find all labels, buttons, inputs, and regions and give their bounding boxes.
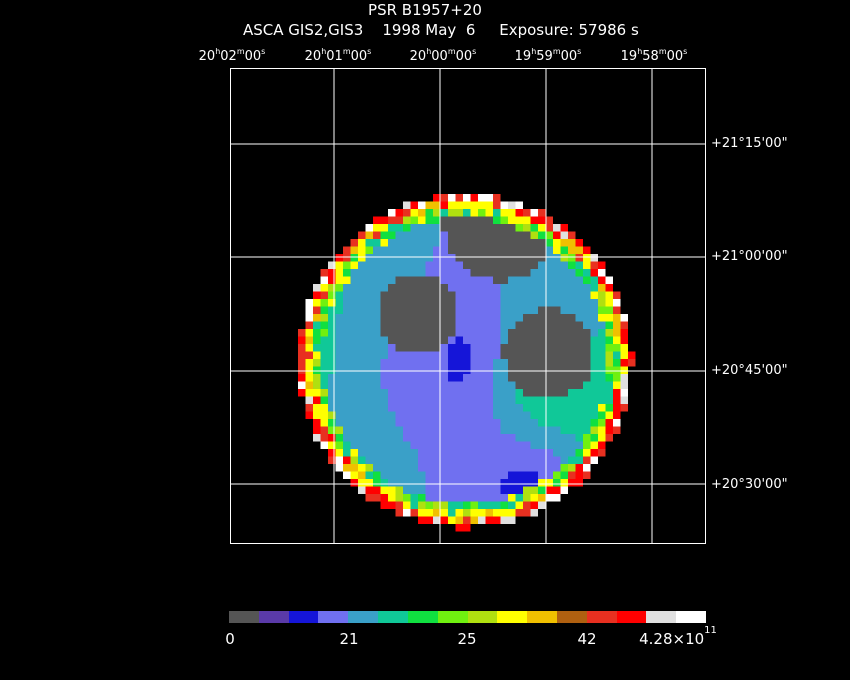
colorbar-swatch (348, 611, 379, 623)
ra-tick-label: 19h59m00s (514, 47, 582, 64)
colorbar-label: 25 (457, 630, 477, 648)
colorbar-label-max: 4.28×1011 (639, 625, 717, 648)
colorbar-swatch (527, 611, 557, 623)
colorbar-label: 0 (225, 630, 235, 648)
ra-tick-label: 20h00m00s (409, 47, 477, 64)
colorbar-swatch (556, 611, 587, 623)
subtitle: ASCA GIS2,GIS3 1998 May 6 Exposure: 5798… (243, 21, 639, 39)
colorbar (229, 611, 706, 623)
ra-tick-label: 20h02m00s (198, 47, 266, 64)
colorbar-swatch (318, 611, 349, 623)
colorbar-swatch (646, 611, 677, 623)
colorbar-swatch (229, 611, 259, 623)
x-ray-image (230, 68, 706, 544)
dec-tick-label: +20°45'00" (711, 363, 788, 378)
colorbar-swatch (258, 611, 289, 623)
colorbar-swatch (378, 611, 408, 623)
dec-tick-label: +21°15'00" (711, 136, 788, 151)
colorbar-swatch (407, 611, 438, 623)
colorbar-label: 42 (577, 630, 597, 648)
colorbar-swatch (586, 611, 617, 623)
colorbar-swatch (616, 611, 647, 623)
colorbar-swatch (467, 611, 498, 623)
colorbar-swatch (497, 611, 528, 623)
colorbar-swatch (437, 611, 468, 623)
ra-tick-label: 19h58m00s (620, 47, 688, 64)
title: PSR B1957+20 (368, 1, 482, 19)
colorbar-swatch (288, 611, 319, 623)
x-ray-image-canvas (230, 68, 706, 544)
dec-tick-label: +20°30'00" (711, 477, 788, 492)
colorbar-swatch (676, 611, 706, 623)
ra-tick-label: 20h01m00s (304, 47, 372, 64)
dec-tick-label: +21°00'00" (711, 249, 788, 264)
colorbar-label: 21 (339, 630, 359, 648)
